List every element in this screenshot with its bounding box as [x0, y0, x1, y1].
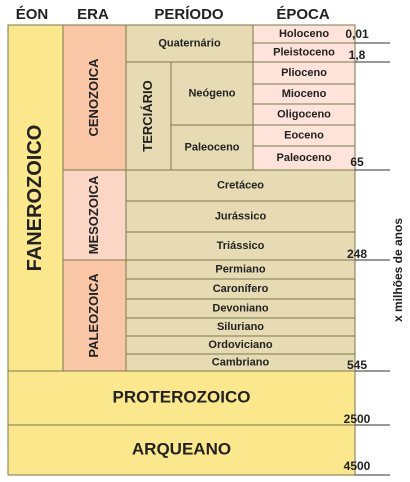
- period-label: TERCIÁRIO: [140, 80, 155, 152]
- eon-cell: [7, 24, 64, 372]
- period-label: Quaternário: [158, 37, 221, 49]
- era-label: PALEOZOICA: [86, 273, 101, 358]
- time-label: 545: [347, 358, 367, 372]
- time-label: 0,01: [345, 27, 369, 41]
- period-label: Caronífero: [213, 283, 269, 295]
- epoch-label: Oligoceno: [277, 108, 331, 120]
- period-label: Neógeno: [188, 87, 235, 99]
- period-label: Permiano: [215, 263, 265, 275]
- epoch-cell: [252, 145, 356, 171]
- period-label: Cambriano: [212, 356, 270, 368]
- eon-label: ARQUEANO: [132, 439, 231, 458]
- period-label: Ordoviciano: [208, 339, 272, 351]
- epoch-label: Plioceno: [281, 67, 327, 79]
- epoch-label: Pleistoceno: [273, 46, 335, 58]
- eon-cell: [7, 370, 356, 426]
- epoch-label: Eoceno: [284, 129, 324, 141]
- time-label: 1,8: [349, 48, 366, 62]
- era-cell: [62, 259, 127, 372]
- eon-label: PROTEROZOICO: [113, 387, 251, 406]
- eon-label: FANEROZOICO: [24, 125, 46, 272]
- period-label: Siluriano: [217, 321, 264, 333]
- era-cell: [62, 169, 127, 261]
- era-cell: [62, 24, 127, 171]
- period-cell: [125, 200, 356, 233]
- header: ÉON: [16, 6, 49, 23]
- period-cell: [125, 169, 356, 202]
- period-label: Paleoceno: [184, 141, 239, 153]
- epoch-label: Holoceno: [279, 28, 329, 40]
- header: PERÍODO: [154, 6, 224, 23]
- time-label: 65: [350, 155, 364, 169]
- era-label: MESOZOICA: [86, 175, 101, 254]
- period-cell: [125, 353, 356, 372]
- period-label: Jurássico: [215, 210, 267, 222]
- period-label: Cretáceo: [217, 179, 264, 191]
- epoch-label: Mioceno: [282, 88, 327, 100]
- period-label: Triássico: [217, 240, 265, 252]
- time-label: 4500: [344, 459, 371, 473]
- epoch-label: Paleoceno: [276, 152, 331, 164]
- time-label: 2500: [344, 412, 371, 426]
- eon-cell: [7, 424, 356, 476]
- period-label: Devoniano: [212, 302, 269, 314]
- time-label: 248: [347, 247, 367, 261]
- header: ERA: [77, 6, 109, 23]
- header: ÉPOCA: [276, 6, 330, 23]
- era-label: CENOZOICA: [86, 58, 101, 137]
- period-cell: [170, 124, 254, 171]
- axis-label: x milhões de anos: [391, 218, 405, 322]
- period-cell: [125, 61, 172, 171]
